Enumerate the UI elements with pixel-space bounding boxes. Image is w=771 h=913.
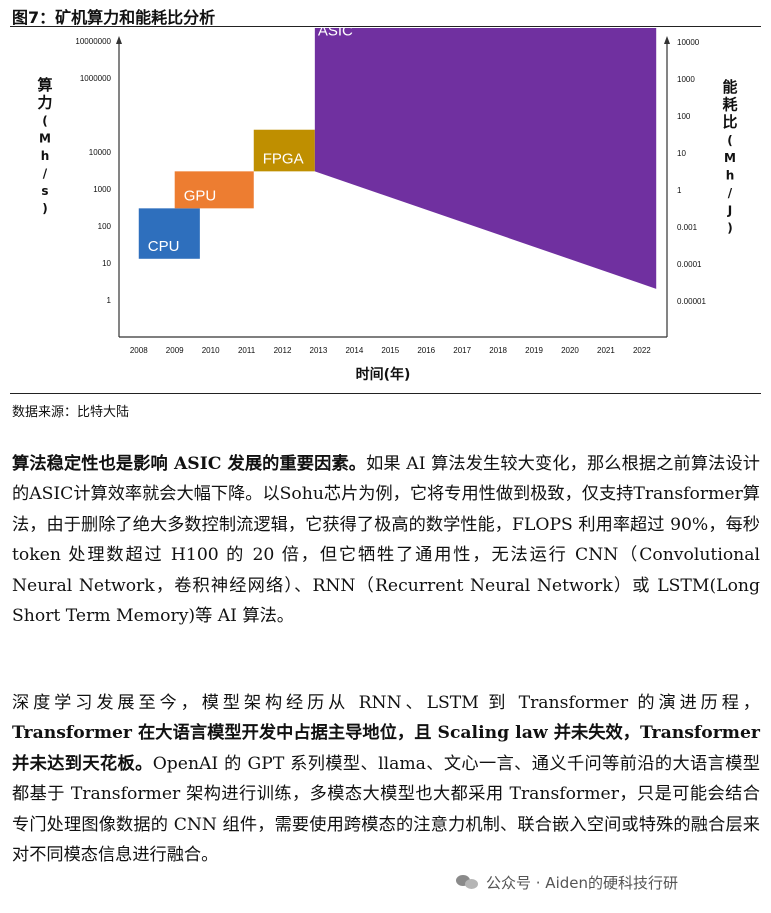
series-fpga-block [253, 129, 315, 172]
x-tick-label: 2008 [130, 346, 148, 355]
x-tick-label: 2014 [345, 346, 363, 355]
body-text: OpenAI 的 GPT 系列模型、llama、文心一言、通义千问等前沿的大语言… [12, 753, 760, 866]
paragraph-2: 深度学习发展至今，模型架构经历从 RNN、LSTM 到 Transformer … [12, 688, 760, 870]
watermark-text: 公众号 · Aiden的硬科技行研 [486, 873, 678, 892]
series-asic-area [314, 28, 657, 289]
figure-source: 数据来源：比特大陆 [12, 405, 130, 420]
series-label: ASIC [318, 28, 353, 40]
x-tick-label: 2010 [202, 346, 220, 355]
series-gpu: GPU [174, 171, 254, 209]
axis-label-char: ) [727, 221, 732, 235]
axis-label-char: M [724, 151, 736, 165]
emphasis-text: Transformer 在大语言模型开发中占据主导地位，且 Scaling la… [12, 723, 760, 774]
x-tick-label: 2016 [417, 346, 435, 355]
chart-axes [116, 36, 670, 338]
y-axis-left-arrow [116, 36, 122, 44]
y-left-tick-label: 100 [98, 222, 112, 231]
x-tick-label: 2017 [453, 346, 471, 355]
x-tick-label: 2013 [310, 346, 328, 355]
series-cpu-block [138, 208, 200, 259]
y-right-tick-label: 1000 [677, 75, 695, 84]
axis-label-char: h [726, 169, 735, 183]
y-left-tick-label: 10000000 [75, 37, 111, 46]
y-right-tick-label: 1 [677, 186, 682, 195]
x-tick-label: 2015 [381, 346, 399, 355]
y-left-tick-label: 1000 [93, 185, 111, 194]
x-tick-label: 2019 [525, 346, 543, 355]
axis-label-char: ) [42, 202, 47, 216]
y-right-tick-label: 10000 [677, 38, 700, 47]
axis-label-char: / [728, 186, 733, 200]
axis-label-char: / [43, 167, 48, 181]
emphasis-text: 算法稳定性也是影响 ASIC 发展的重要因素。 [12, 454, 367, 474]
axis-label-char: ( [42, 114, 47, 128]
x-tick-label: 2011 [238, 346, 256, 355]
x-tick-label: 2022 [633, 346, 651, 355]
y-axis-right-arrow [664, 36, 670, 44]
axis-label-char: 算 [37, 76, 52, 94]
series-asic: ASIC [314, 28, 657, 289]
wechat-icon [456, 873, 480, 891]
figure-title: 图7：矿机算力和能耗比分析 [12, 8, 216, 27]
y-left-tick-label: 1000000 [80, 74, 112, 83]
figure-top-rule [10, 26, 761, 27]
x-tick-label: 2018 [489, 346, 507, 355]
series-cpu: CPU [138, 208, 200, 259]
y-left-tick-label: 10 [102, 259, 111, 268]
chart-series: CPU GPU FPGA ASIC [138, 28, 657, 289]
paragraph-1: 算法稳定性也是影响 ASIC 发展的重要因素。如果 AI 算法发生较大变化，那么… [12, 449, 760, 631]
axis-label-char: M [39, 132, 51, 146]
axis-label-char: 力 [37, 94, 52, 112]
x-tick-label: 2021 [597, 346, 615, 355]
body-text: 深度学习发展至今，模型架构经历从 RNN、LSTM 到 Transformer … [12, 693, 760, 713]
x-tick-label: 2012 [274, 346, 292, 355]
y-left-tick-label: 1 [107, 296, 112, 305]
axis-label-char: h [41, 149, 50, 163]
y-left-tick-label: 10000 [89, 148, 112, 157]
series-label: GPU [184, 187, 217, 204]
series-label: FPGA [263, 150, 304, 167]
watermark: 公众号 · Aiden的硬科技行研 [450, 869, 684, 895]
y-right-tick-label: 10 [677, 149, 686, 158]
x-tick-label: 2020 [561, 346, 579, 355]
figure-bottom-rule [10, 393, 761, 394]
series-label: CPU [148, 238, 180, 255]
y-right-tick-label: 0.001 [677, 223, 698, 232]
series-gpu-block [174, 171, 254, 209]
x-axis-label: 时间(年) [356, 366, 411, 383]
x-tick-label: 2009 [166, 346, 184, 355]
axis-label-char: 能 [722, 78, 737, 96]
axis-label-char: J [727, 204, 732, 218]
axis-label-char: 耗 [722, 96, 737, 114]
y-right-tick-label: 0.00001 [677, 297, 706, 306]
axis-label-char: s [41, 184, 48, 198]
axis-label-char: ( [727, 134, 732, 148]
y-right-tick-label: 0.0001 [677, 260, 702, 269]
series-fpga: FPGA [253, 129, 315, 172]
chart-ticks: 2008 2009 2010 2011 2012 2013 2014 2015 2016 2017… [75, 37, 706, 355]
y-right-tick-label: 100 [677, 112, 691, 121]
axis-label-char: 比 [722, 113, 737, 131]
body-text: 如果 AI 算法发生较大变化，那么根据之前算法设计的ASIC计算效率就会大幅下降… [12, 454, 760, 627]
